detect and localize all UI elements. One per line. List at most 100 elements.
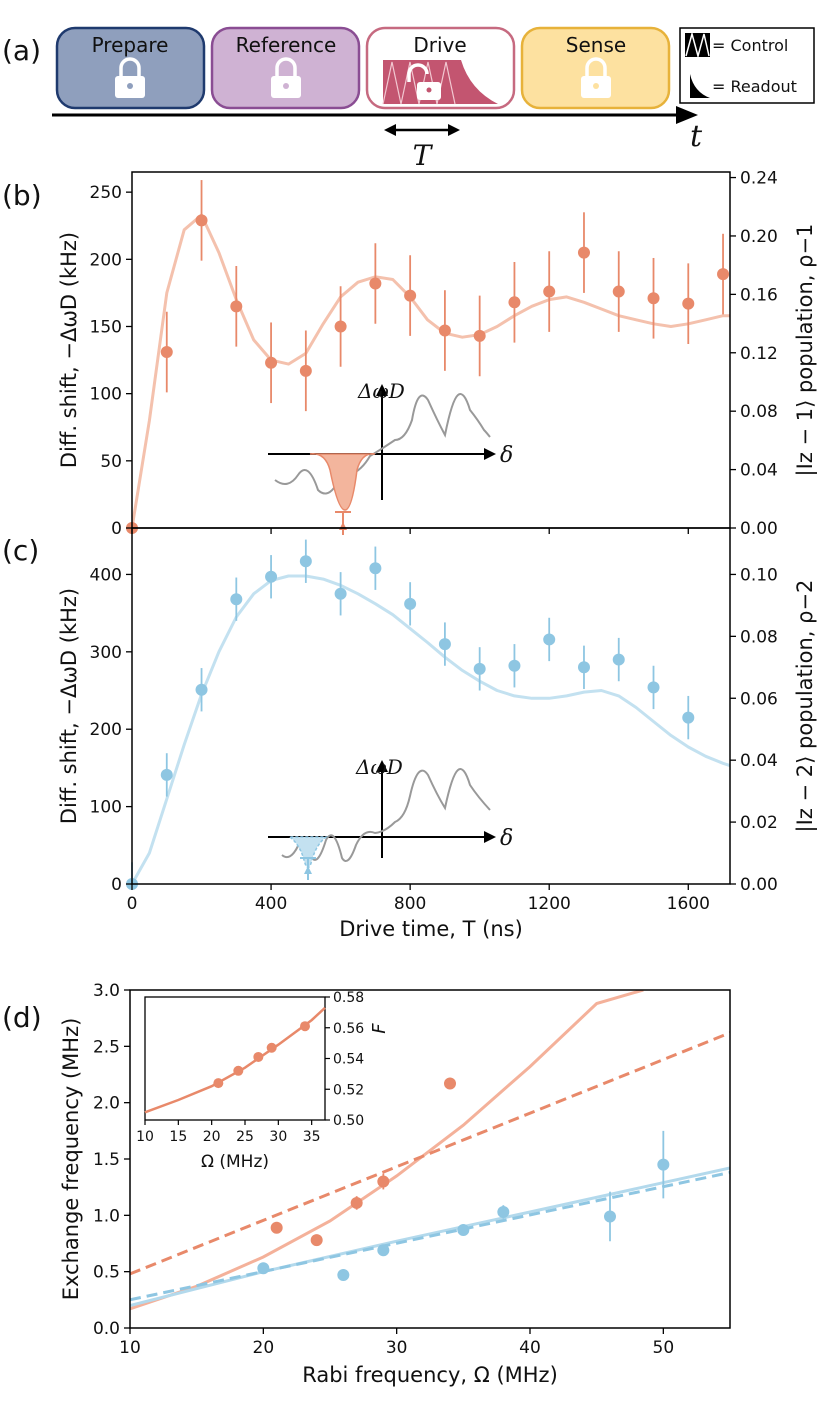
inset-detuning-label: δ [500,826,513,851]
inset-x-tick-label: 35 [303,1129,321,1145]
data-point [717,268,730,281]
data-point [195,214,208,227]
x-tick-label: 40 [519,1338,541,1358]
panel-c-inset: ΔωD δ [268,755,513,880]
y-tick-label: 2.0 [93,1094,120,1114]
y-tick-label: 1.5 [93,1150,120,1170]
data-point [369,277,382,290]
y-right-tick-label: 0.00 [740,519,778,539]
x-tick-label: 10 [119,1338,141,1358]
legend-readout-swatch [690,74,710,98]
data-point [160,346,173,359]
stage-box [210,26,361,110]
inset-population-peak [309,453,376,511]
data-point-blue [377,1244,390,1257]
y-right-tick-label: 0.20 [740,227,778,247]
data-point-blue [257,1262,270,1275]
y-right-tick-label: 0.04 [740,461,778,481]
panel-d-axes: 10 20 30 40 50 0.0 0.5 1.0 1.5 2.0 2.5 3.0 Rabi freq… [59,981,731,1387]
axes-frame [131,527,731,885]
y-axis-label: Diff. shift, −ΔωD (kHz) [57,588,81,824]
inset-marker-head [304,866,312,874]
stage-drive-label: Drive [413,33,466,57]
panel-a-label: (a) [2,34,41,67]
stage-reference: Reference [210,26,361,110]
inset-x-tick-label: 25 [236,1129,254,1145]
data-point-blue [337,1269,350,1282]
y-right-axis-label: |Iz − 2⟩ population, ρ−2 [793,580,818,833]
inset-detuning-label: δ [500,443,513,468]
data-point [299,555,312,568]
data-point [404,597,417,610]
data-point [299,364,312,377]
y-tick-label: 0 [111,875,122,895]
data-point [577,661,590,674]
data-point [404,289,417,302]
x-tick-label: 1200 [528,894,571,914]
inset-shift-curve [274,393,491,495]
data-point [543,633,556,646]
inset-fit-curve [144,1006,326,1114]
data-point [612,653,625,666]
stage-drive: Drive [365,26,516,110]
y-tick-label: 0.5 [93,1263,120,1283]
data-point-orange [377,1175,390,1188]
inset-y-tick-label: 0.58 [333,990,364,1006]
data-point-blue [657,1158,670,1171]
control-pulse-wave [382,61,456,105]
inset-marker-head [339,522,347,530]
data-point [682,297,695,310]
y-tick-label: 250 [90,183,122,203]
inset-x-tick-label: 10 [136,1129,154,1145]
inset-y-tick-label: 0.50 [333,1113,364,1129]
data-point [612,285,625,298]
inset-detuning-arrow [484,448,496,460]
y-right-tick-label: 0.24 [740,169,778,189]
pulse-legend: = Control = Readout [679,27,815,104]
timeline-arrowhead [676,106,698,124]
y-tick-label: 3.0 [93,981,120,1001]
inset-data-point [266,1042,277,1053]
stage-prepare-label: Prepare [92,33,169,57]
duration-symbol: T [413,139,434,172]
y-axis-label: Exchange frequency (MHz) [59,1018,83,1301]
panel-d: (d) 10 20 30 40 50 0.0 0.5 1.0 1.5 2.0 2.5 3.0 Rabi … [2,981,731,1387]
inset-y-axis-label: F [369,1023,390,1034]
inset-x-tick-label: 20 [203,1129,221,1145]
y-right-tick-label: 0.04 [740,751,778,771]
inset-shift-label: ΔωD [357,379,405,403]
data-point-blue [497,1205,510,1218]
data-point [230,300,243,313]
y-tick-label: 200 [90,720,122,740]
legend-control-label: = Control [712,36,788,55]
panel-c-plot [130,574,731,885]
data-point [543,285,556,298]
x-tick-label: 1600 [667,894,710,914]
inset-shift-label: ΔωD [355,755,403,779]
data-point-orange [310,1234,323,1247]
inset-y-tick-label: 0.56 [333,1021,364,1037]
data-point [265,570,278,583]
inset-y-tick-label: 0.54 [333,1052,364,1068]
panel-c-points [126,539,695,890]
y-right-tick-label: 0.02 [740,813,778,833]
panel-b: (b) ΔωD δ 0 50 100 150 200 250 0.00 0.04 0.08 0.1… [2,169,818,539]
data-point [195,683,208,696]
inset-data-point [233,1065,244,1076]
y-right-tick-label: 0.12 [740,344,778,364]
panel-a: (a) t Prepare Reference [2,26,815,172]
fit-curve [130,213,730,529]
stage-sense: Sense [520,26,671,110]
panel-c: (c) ΔωD δ 01002003004000.000.020.040.060… [2,527,818,941]
data-point [473,329,486,342]
data-point [508,659,521,672]
legend-readout-label: = Readout [712,77,797,96]
y-right-tick-label: 0.08 [740,627,778,647]
x-axis-label: Rabi frequency, Ω (MHz) [302,1363,558,1387]
x-tick-label: 20 [253,1338,275,1358]
y-axis-label: Diff. shift, −ΔωD (kHz) [57,232,81,468]
data-point [508,296,521,309]
inset-shift-arrow [376,760,388,772]
y-right-axis-label: |Iz − 1⟩ population, ρ−1 [793,224,818,477]
